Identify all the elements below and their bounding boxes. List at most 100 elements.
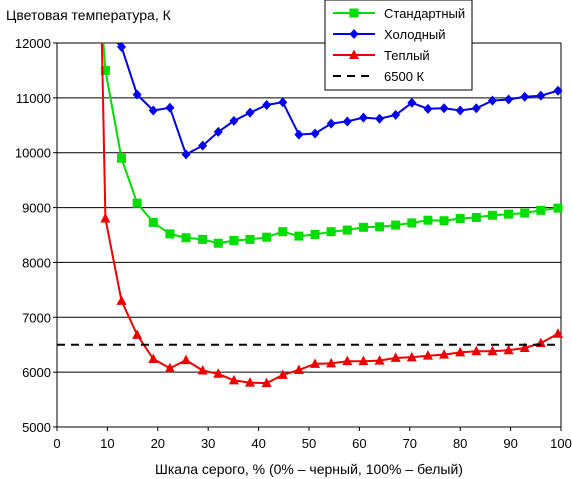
y-tick-label: 8000 bbox=[22, 255, 51, 270]
data-point bbox=[504, 94, 514, 105]
legend-label: Стандартный bbox=[384, 6, 465, 21]
x-tick-label: 80 bbox=[453, 436, 467, 451]
x-tick-label: 40 bbox=[251, 436, 265, 451]
data-point bbox=[391, 109, 401, 120]
data-point bbox=[132, 329, 143, 339]
data-point bbox=[552, 328, 563, 338]
x-tick-label: 70 bbox=[403, 436, 417, 451]
data-point bbox=[198, 140, 208, 151]
data-point bbox=[520, 208, 530, 218]
data-point bbox=[487, 210, 497, 220]
data-point bbox=[455, 214, 465, 224]
data-point bbox=[117, 153, 127, 163]
data-point bbox=[326, 357, 337, 368]
data-point bbox=[455, 346, 466, 357]
data-point bbox=[422, 350, 433, 360]
x-tick-label: 0 bbox=[53, 436, 60, 451]
data-point bbox=[519, 342, 530, 353]
data-point bbox=[439, 349, 450, 359]
data-point bbox=[165, 229, 175, 239]
data-point bbox=[229, 235, 239, 245]
y-tick-label: 7000 bbox=[22, 310, 51, 325]
data-point bbox=[181, 149, 191, 160]
series-2 bbox=[116, 41, 563, 160]
data-point bbox=[213, 368, 224, 378]
data-point bbox=[310, 358, 321, 368]
data-point bbox=[553, 85, 563, 96]
data-point bbox=[262, 232, 272, 242]
legend-marker bbox=[349, 49, 359, 59]
data-point bbox=[261, 377, 272, 388]
x-tick-label: 10 bbox=[100, 436, 114, 451]
x-tick-label: 20 bbox=[151, 436, 165, 451]
data-point bbox=[278, 97, 288, 108]
data-point bbox=[342, 116, 352, 127]
data-point bbox=[375, 113, 385, 124]
series-layer bbox=[57, 41, 563, 388]
data-point bbox=[536, 90, 546, 101]
data-point bbox=[181, 354, 192, 365]
legend-item-4: 6500 К bbox=[333, 69, 425, 84]
data-point bbox=[277, 369, 288, 379]
y-tick-label: 12000 bbox=[15, 36, 51, 51]
data-point bbox=[228, 374, 239, 385]
data-point bbox=[375, 222, 385, 232]
legend-item-3: Теплый bbox=[333, 48, 430, 63]
data-point bbox=[439, 216, 449, 226]
data-point bbox=[358, 222, 368, 232]
legend-label: Холодный bbox=[384, 27, 446, 42]
data-point bbox=[310, 128, 320, 139]
data-point bbox=[262, 99, 272, 110]
legend-marker bbox=[349, 29, 359, 39]
data-point bbox=[471, 345, 482, 356]
data-point bbox=[407, 218, 417, 228]
data-point bbox=[148, 105, 158, 116]
data-point bbox=[390, 352, 401, 362]
data-point bbox=[503, 344, 514, 355]
data-point bbox=[471, 212, 481, 222]
legend-item-2: Холодный bbox=[333, 27, 446, 42]
data-point bbox=[213, 126, 223, 137]
y-tick-label: 5000 bbox=[22, 420, 51, 435]
legend-item-1: Стандартный bbox=[333, 6, 465, 21]
data-point bbox=[504, 209, 514, 219]
data-point bbox=[326, 118, 336, 129]
y-tick-label: 10000 bbox=[15, 146, 51, 161]
data-point bbox=[553, 203, 563, 213]
data-point bbox=[487, 345, 498, 356]
x-tick-label: 100 bbox=[550, 436, 572, 451]
data-point bbox=[407, 97, 417, 108]
data-point bbox=[164, 362, 175, 373]
data-point bbox=[245, 107, 255, 118]
data-point bbox=[455, 105, 465, 116]
y-tick-label: 11000 bbox=[16, 91, 51, 106]
y-tick-label: 9000 bbox=[22, 201, 51, 216]
data-point bbox=[229, 115, 239, 126]
legend: Стандартный Холодный Теплый 6500 К bbox=[324, 0, 473, 91]
data-point bbox=[358, 355, 369, 366]
data-point bbox=[132, 89, 142, 100]
data-point bbox=[391, 220, 401, 230]
y-axis: 5000 6000 7000 8000 9000 10000 11000 12000 bbox=[15, 36, 57, 435]
x-axis: 0 10 20 30 40 50 60 70 80 90 100 bbox=[53, 427, 572, 451]
data-point bbox=[213, 238, 223, 248]
x-tick-label: 30 bbox=[201, 436, 215, 451]
data-point bbox=[326, 227, 336, 237]
data-point bbox=[181, 233, 191, 243]
data-point bbox=[471, 103, 481, 114]
data-point bbox=[536, 205, 546, 215]
legend-label: Теплый bbox=[384, 48, 430, 63]
data-point bbox=[342, 355, 353, 366]
data-point bbox=[116, 295, 127, 305]
x-axis-label: Шкала серого, % (0% – черный, 100% – бел… bbox=[155, 461, 463, 477]
legend-marker bbox=[349, 8, 359, 18]
series-1 bbox=[100, 43, 563, 248]
data-point bbox=[198, 234, 208, 244]
data-point bbox=[374, 355, 385, 365]
data-point bbox=[278, 227, 288, 237]
data-point bbox=[100, 213, 111, 223]
data-point bbox=[342, 225, 352, 235]
data-point bbox=[439, 103, 449, 114]
data-point bbox=[148, 217, 158, 227]
